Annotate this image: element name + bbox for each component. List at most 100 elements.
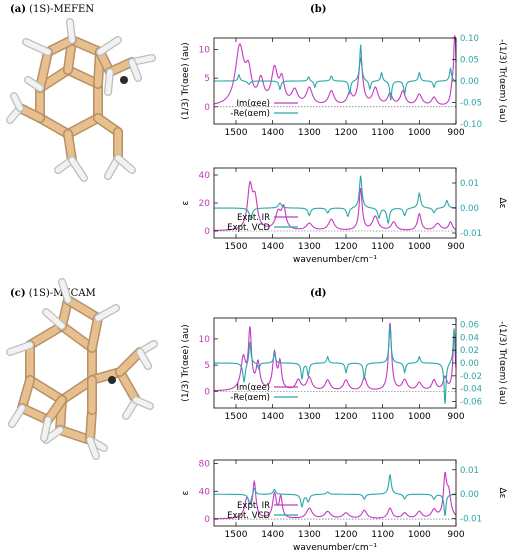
y2-tick-label: 0.00 [460,204,479,214]
y2-axis-label: Δε [497,487,507,498]
hydrogen-atom [137,349,151,369]
bond [64,114,102,138]
x-tick-label: 1000 [408,242,431,252]
legend-label: Im(αee) [237,383,270,393]
chart-b-top: 1500 1400 1300 1200 1100 1000 900 0 5 10 -0.10 -0.0… [181,34,507,138]
x-tick-label: 1100 [371,128,394,138]
hydrogen-atom [11,93,23,111]
hydrogen-atom [115,155,135,173]
x-tick-label: 1000 [408,412,431,422]
x-tick-label: 1100 [371,412,394,422]
hydrogen-atom [105,69,113,95]
bond [86,406,96,444]
bond [44,396,66,424]
x-tick-label: 1500 [225,530,248,540]
x-tick-label: 1100 [371,242,394,252]
hydrogen-atom [23,39,51,55]
y-axis-label: ε [181,490,191,495]
bond [36,114,72,138]
y-axis-label: (1/3) Tr(αee) (au) [181,324,191,401]
y-tick-label: 0 [204,515,210,525]
hydrogen-atom [133,397,153,409]
x-tick-label: 900 [447,242,464,252]
hydrogen-atom [95,305,119,321]
y-tick-label: 5 [204,74,210,84]
y2-tick-label: 0.06 [460,320,479,330]
series-line-Expt. VCD [214,473,457,517]
y2-tick-label: -0.02 [460,372,482,382]
legend-label: Im(αee) [237,99,270,109]
y-tick-label: 10 [199,335,211,345]
plot-frame [213,459,457,527]
y2-tick-label: 0.01 [460,179,479,189]
x-tick-label: 1400 [261,412,284,422]
bond [64,130,76,164]
x-tick-label: 1400 [261,128,284,138]
y2-tick-label: 0.01 [460,466,479,476]
y2-tick-label: -0.05 [460,99,482,109]
hydrogen-atom [87,437,99,459]
legend-label: Expt. VCD [227,511,270,521]
y2-tick-label: -0.10 [460,120,482,130]
y-axis-label: ε [181,200,191,205]
x-tick-label: 1500 [225,128,248,138]
series-line-Expt. VCD [214,175,457,225]
series-line--Re(αem) [214,325,457,404]
x-tick-label: 1300 [298,128,321,138]
hydrogen-atom [67,19,75,43]
y2-axis-label: Δε [497,197,507,208]
y-tick-label: 20 [199,199,211,209]
y-tick-label: 40 [199,171,211,181]
hydrogen-atom [43,309,65,329]
hydrogen-atom [59,279,71,303]
chart-b-bottom: 1500 1400 1300 1200 1100 1000 900 0 20 40 -0.01 0.0… [181,167,507,265]
series-line-Im(αee) [213,322,457,392]
x-tick-label: 1200 [335,530,358,540]
y-tick-label: 0 [204,103,210,113]
y2-tick-label: 0.04 [460,333,479,343]
y2-tick-label: -0.01 [460,515,482,525]
bond [26,376,66,404]
y2-tick-label: 0.10 [460,34,479,44]
hydrogen-atom [129,59,141,81]
y2-tick-label: 0.05 [460,56,479,66]
series-line-Im(αee) [213,35,457,105]
bond [36,48,52,92]
hydrogen-atom [25,77,43,91]
hydrogen-atom [41,417,51,441]
dark-atom [120,76,128,84]
y-tick-label: 40 [199,487,211,497]
y-tick-label: 0 [204,387,210,397]
x-axis-label: wavenumber/cm⁻¹ [293,543,377,550]
bond [58,322,96,352]
x-tick-label: 1000 [408,128,431,138]
legend-label: Expt. IR [237,213,270,223]
legend-label: Expt. VCD [227,223,270,233]
bond [88,314,102,352]
y2-tick-label: -0.06 [460,398,482,408]
y2-axis-label: -(1/3) Tr(αem) (au) [497,39,507,123]
series-line--Re(αem) [214,44,457,101]
bond [56,426,94,444]
x-tick-label: 1400 [261,530,284,540]
y-tick-label: 10 [199,45,211,55]
legend-label: -Re(αem) [230,109,270,119]
dark-atom [108,376,116,384]
y-tick-label: 5 [204,361,210,371]
legend-label: -Re(αem) [230,393,270,403]
molecule-sticks [6,18,156,182]
y2-tick-label: 0.02 [460,346,479,356]
bond [116,368,140,404]
chart-d-top: 1500 1400 1300 1200 1100 1000 900 0 5 10 -0.06 -0.0… [181,317,507,422]
y-axis-label: (1/3) Tr(αee) (au) [181,42,191,119]
x-tick-label: 1500 [225,242,248,252]
y2-tick-label: 0.00 [460,77,479,87]
x-tick-label: 1400 [261,242,284,252]
x-tick-label: 900 [447,530,464,540]
panel-b-label: (b) [310,4,327,15]
panel-d-label: (d) [310,288,327,299]
bond [26,322,66,349]
